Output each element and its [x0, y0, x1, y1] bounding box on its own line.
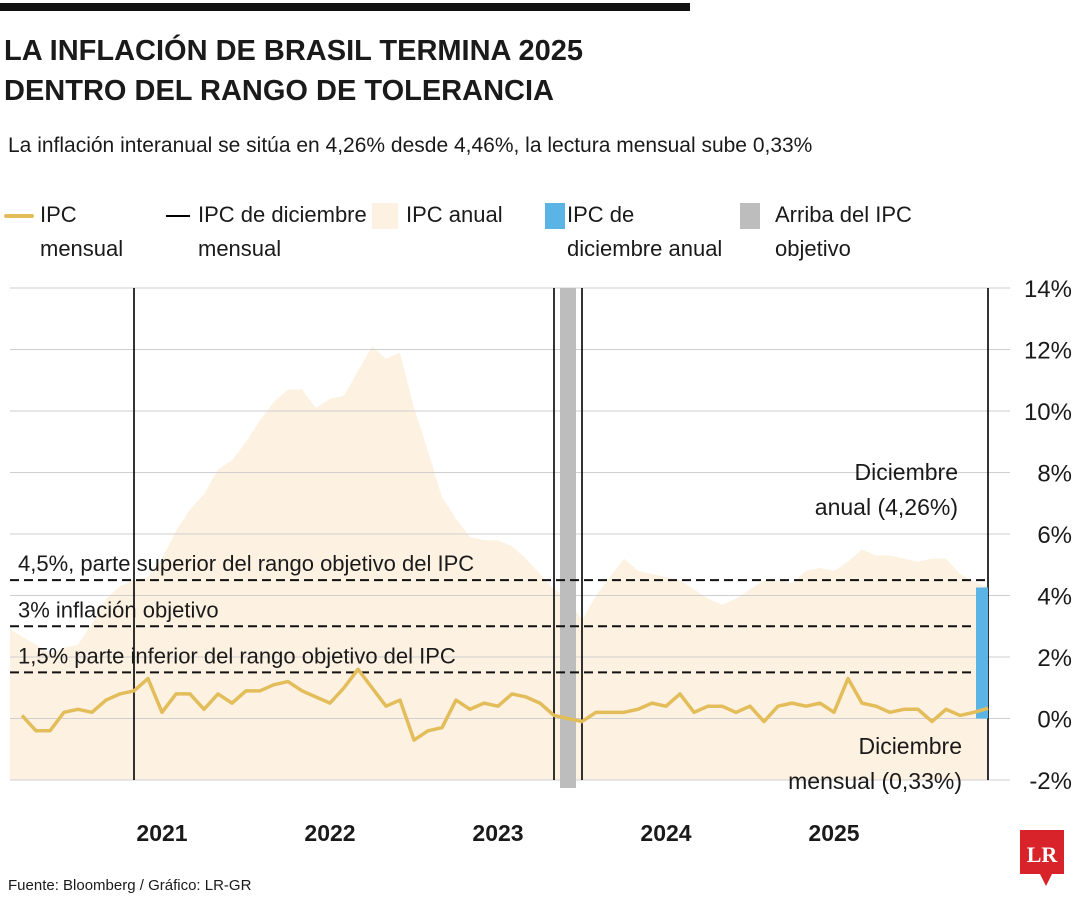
- reference-label: 4,5%, parte superior del rango objetivo …: [18, 551, 474, 576]
- logo-tip: [1040, 874, 1052, 886]
- line-layer: [20, 667, 989, 742]
- chart-title: DENTRO DEL RANGO DE TOLERANCIA: [4, 75, 554, 107]
- logo-box: [1020, 830, 1064, 874]
- y-tick-label: 14%: [1024, 276, 1072, 303]
- y-tick-label: 8%: [1037, 461, 1072, 488]
- annotation-text: anual (4,26%): [815, 494, 958, 520]
- legend-swatch: [4, 214, 34, 218]
- legend-label: IPC de diciembre anual: [567, 202, 723, 261]
- chart-title: LA INFLACIÓN DE BRASIL TERMINA 2025: [4, 33, 583, 67]
- y-tick-label: 4%: [1037, 584, 1072, 611]
- x-tick-label: 2023: [472, 820, 523, 846]
- logo: LR: [1027, 842, 1059, 867]
- top-bar: [0, 3, 690, 11]
- legend-label: IPC mensual: [40, 202, 124, 261]
- y-tick-label: 10%: [1024, 399, 1072, 426]
- legend-swatch: [166, 215, 190, 217]
- legend-label: IPC de diciembre mensual: [198, 202, 367, 261]
- labels-layer: -2% 0% 2% 4% 6% 8% 10% 12% 14% 2021 2022 2023 2024 20…: [18, 276, 1072, 846]
- reference-label: 1,5% parte inferior del rango objetivo d…: [18, 643, 456, 668]
- x-tick-label: 2021: [136, 820, 187, 846]
- y-tick-label: 6%: [1037, 522, 1072, 549]
- y-tick-label: -2%: [1029, 768, 1072, 795]
- legend-label: IPC anual: [406, 202, 503, 227]
- legend-swatch: [740, 203, 760, 229]
- source: Fuente: Bloomberg / Gráfico: LR-GR: [8, 877, 252, 894]
- annotation: Diciembre anual (4,26%): [815, 459, 958, 520]
- y-tick-label: 0%: [1037, 707, 1072, 734]
- x-tick-label: 2024: [640, 820, 691, 846]
- annotation: Diciembre mensual (0,33%): [788, 733, 962, 794]
- annotation-text: Diciembre: [854, 459, 958, 485]
- reference-label: 3% inflación objetivo: [18, 597, 219, 622]
- legend-label: Arriba del IPC objetivo: [775, 202, 912, 261]
- vline-layer: [133, 288, 989, 780]
- bar: [976, 587, 988, 719]
- series-line: [20, 667, 989, 742]
- y-tick-label: 12%: [1024, 338, 1072, 365]
- target-band: [560, 288, 576, 788]
- ref-layer: [10, 579, 990, 674]
- bar-layer: [976, 587, 988, 719]
- annotation-text: Diciembre: [858, 733, 962, 759]
- legend-swatch: [372, 203, 398, 229]
- x-tick-label: 2025: [808, 820, 859, 846]
- y-tick-label: 2%: [1037, 645, 1072, 672]
- x-tick-label: 2022: [304, 820, 355, 846]
- annotation-text: mensual (0,33%): [788, 768, 962, 794]
- grid-layer: [10, 287, 1010, 781]
- legend-swatch: [545, 203, 565, 229]
- subtitle: La inflación interanual se sitúa en 4,26…: [8, 134, 812, 157]
- band-layer: [560, 288, 576, 788]
